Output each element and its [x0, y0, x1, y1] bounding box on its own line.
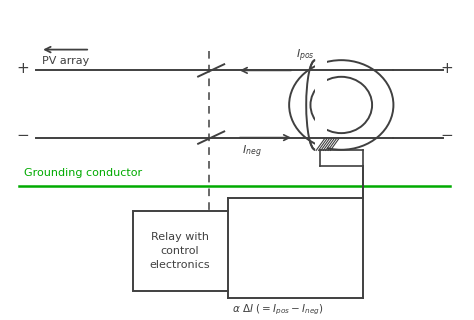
Text: Grounding conductor: Grounding conductor — [24, 168, 142, 178]
Text: −: − — [17, 129, 29, 143]
Bar — [315, 57, 327, 153]
Text: PV array: PV array — [42, 56, 89, 66]
Text: +: + — [440, 61, 453, 76]
Bar — [133, 211, 228, 291]
Text: +: + — [17, 61, 29, 76]
Ellipse shape — [306, 60, 324, 150]
Text: $\alpha\ \Delta I\ (= I_{pos}-I_{neg})$: $\alpha\ \Delta I\ (= I_{pos}-I_{neg})$ — [232, 302, 324, 317]
Text: −: − — [440, 129, 453, 143]
Text: $I_{neg}$: $I_{neg}$ — [242, 144, 261, 160]
Text: Relay with
control
electronics: Relay with control electronics — [150, 232, 210, 270]
Ellipse shape — [289, 60, 393, 150]
Text: $I_{pos}$: $I_{pos}$ — [296, 48, 315, 64]
Ellipse shape — [310, 77, 372, 133]
